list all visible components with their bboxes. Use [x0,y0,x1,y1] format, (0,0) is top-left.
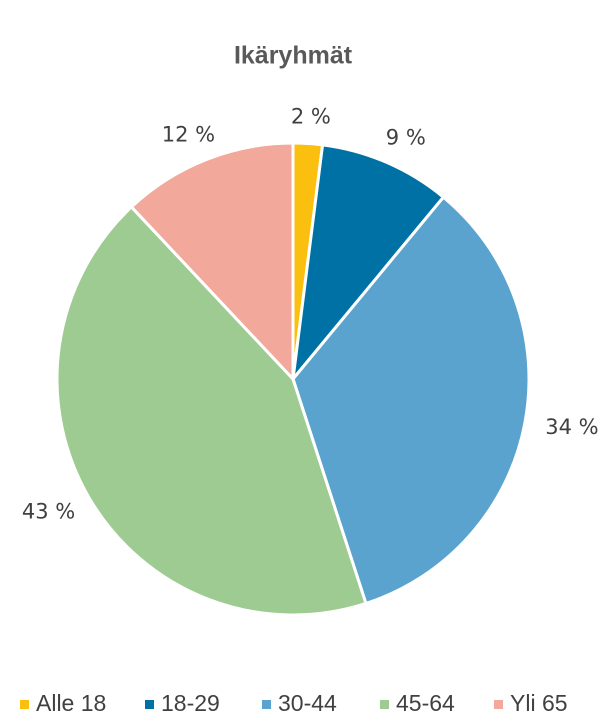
data-label: 34 % [545,415,598,439]
data-label: 2 % [291,105,331,129]
pie-slice [290,143,446,384]
legend-swatch [145,700,154,709]
legend-swatch [20,700,29,709]
legend-swatch [380,700,389,709]
pie-slice [291,195,531,606]
data-label: 9 % [386,126,426,150]
chart-title: Ikäryhmät [234,42,353,70]
data-label: 12 % [162,122,215,146]
legend-swatch [494,700,503,709]
data-label: 43 % [22,499,75,523]
legend-label: 30-44 [278,690,337,716]
legend-swatch [262,700,271,709]
pie-slice [55,204,368,617]
legend-label: 18-29 [161,690,220,716]
legend-label: 45-64 [396,690,455,716]
legend-label: Alle 18 [36,690,106,716]
pie-slice [129,141,295,383]
legend-label: Yli 65 [510,690,568,716]
